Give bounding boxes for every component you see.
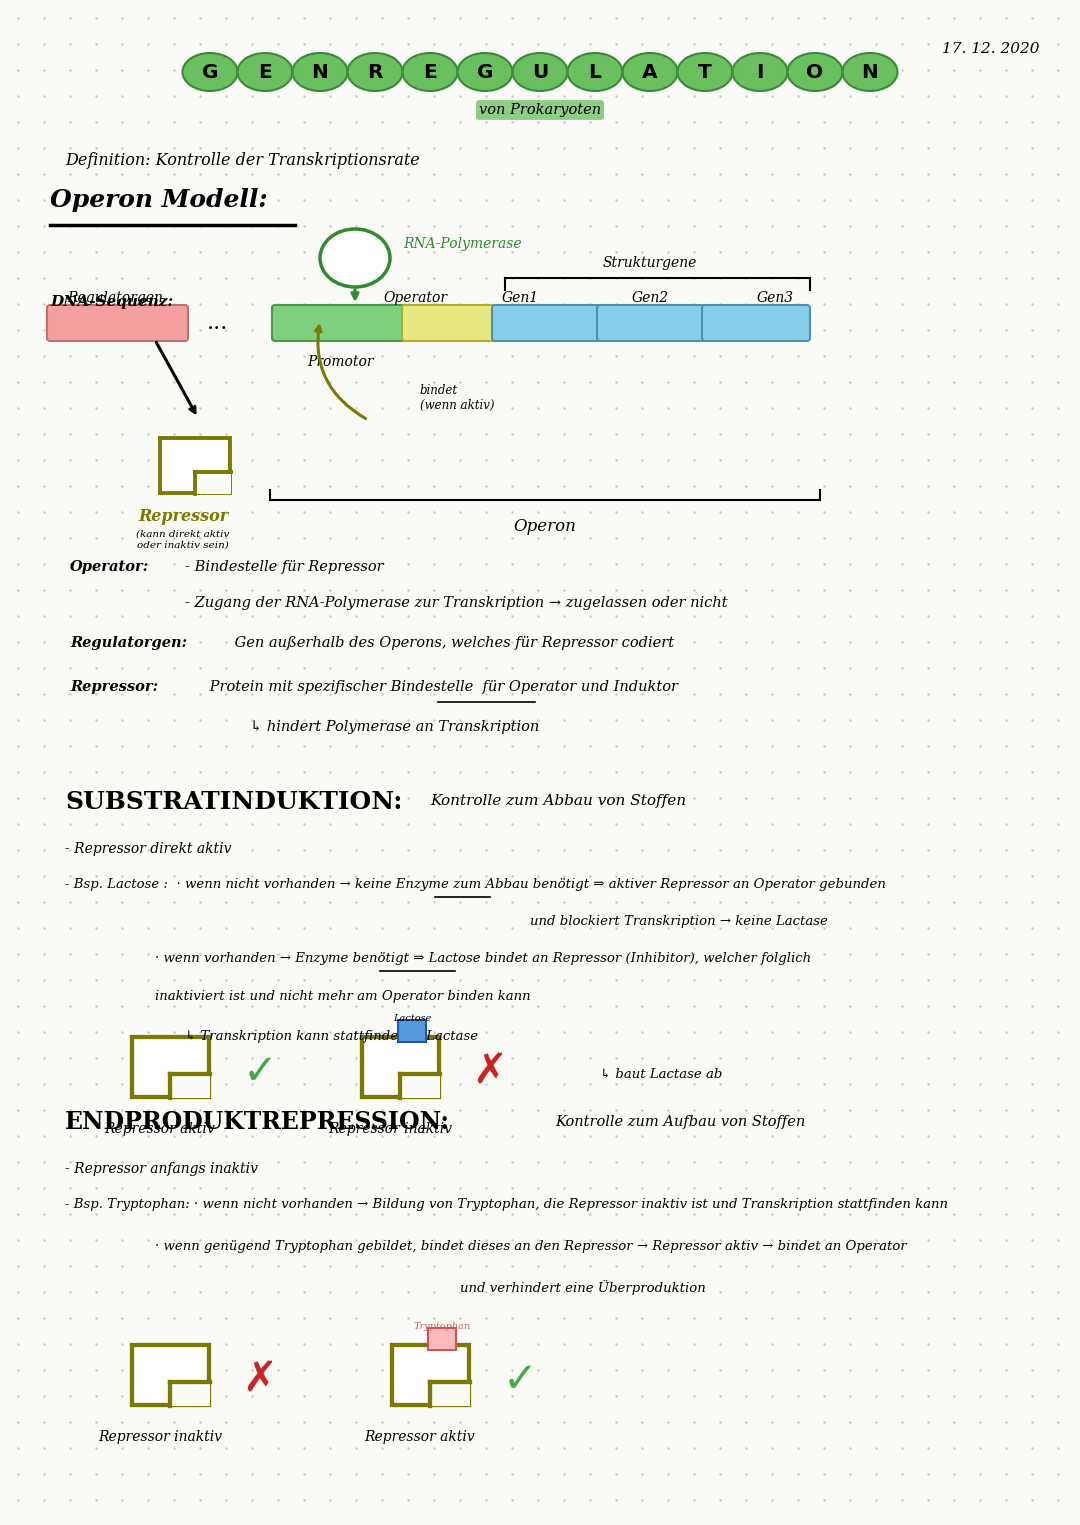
FancyBboxPatch shape <box>492 305 600 342</box>
Text: von Prokaryoten: von Prokaryoten <box>478 104 602 117</box>
Ellipse shape <box>348 53 403 92</box>
Text: Repressor aktiv: Repressor aktiv <box>105 1122 215 1136</box>
Text: (kann direkt aktiv
oder inaktiv sein): (kann direkt aktiv oder inaktiv sein) <box>136 531 230 549</box>
Text: SUBSTRATINDUKTION:: SUBSTRATINDUKTION: <box>65 790 403 814</box>
Text: ✗: ✗ <box>243 1359 278 1401</box>
FancyBboxPatch shape <box>272 305 408 342</box>
Text: - Bindestelle für Repressor: - Bindestelle für Repressor <box>185 560 383 573</box>
Text: Promotor: Promotor <box>307 355 374 369</box>
FancyBboxPatch shape <box>399 1020 426 1042</box>
Text: Tryptophan: Tryptophan <box>414 1322 471 1331</box>
Text: R: R <box>367 63 382 81</box>
Text: ↳ hindert Polymerase an Transkription: ↳ hindert Polymerase an Transkription <box>249 720 539 734</box>
FancyBboxPatch shape <box>428 1328 456 1350</box>
Text: - Bsp. Tryptophan: · wenn nicht vorhanden → Bildung von Tryptophan, die Represso: - Bsp. Tryptophan: · wenn nicht vorhande… <box>65 1199 948 1211</box>
Text: ↳ Transkription kann stattfinden → Lactase: ↳ Transkription kann stattfinden → Lacta… <box>185 1029 478 1043</box>
Text: und verhindert eine Überproduktion: und verhindert eine Überproduktion <box>460 1279 705 1295</box>
Ellipse shape <box>458 53 513 92</box>
Text: ↳ baut Lactase ab: ↳ baut Lactase ab <box>600 1068 723 1081</box>
Text: Regulatorgen: Regulatorgen <box>67 291 163 305</box>
FancyBboxPatch shape <box>132 1345 208 1406</box>
FancyBboxPatch shape <box>170 1074 210 1098</box>
FancyBboxPatch shape <box>402 305 498 342</box>
FancyBboxPatch shape <box>362 1037 438 1098</box>
FancyBboxPatch shape <box>195 473 231 494</box>
Text: N: N <box>311 63 328 81</box>
Text: - Zugang der RNA-Polymerase zur Transkription → zugelassen oder nicht: - Zugang der RNA-Polymerase zur Transkri… <box>185 596 728 610</box>
Text: A: A <box>643 63 658 81</box>
Text: inaktiviert ist und nicht mehr am Operator binden kann: inaktiviert ist und nicht mehr am Operat… <box>156 990 530 1003</box>
Ellipse shape <box>403 53 458 92</box>
Text: Repressor inaktiv: Repressor inaktiv <box>328 1122 453 1136</box>
Text: T: T <box>698 63 712 81</box>
Text: ✓: ✓ <box>502 1359 538 1401</box>
Text: E: E <box>258 63 272 81</box>
Ellipse shape <box>183 53 238 92</box>
Ellipse shape <box>513 53 567 92</box>
Text: - Repressor direkt aktiv: - Repressor direkt aktiv <box>65 842 231 856</box>
Text: Repressor:: Repressor: <box>70 680 158 694</box>
Text: Gen2: Gen2 <box>632 291 669 305</box>
FancyBboxPatch shape <box>170 1382 210 1406</box>
Text: Repressor: Repressor <box>138 508 228 525</box>
Text: Kontrolle zum Aufbau von Stoffen: Kontrolle zum Aufbau von Stoffen <box>555 1115 806 1128</box>
Text: Kontrolle zum Abbau von Stoffen: Kontrolle zum Abbau von Stoffen <box>430 795 686 808</box>
Ellipse shape <box>238 53 293 92</box>
Ellipse shape <box>787 53 842 92</box>
Text: N: N <box>862 63 878 81</box>
Text: Operator: Operator <box>383 291 447 305</box>
Text: Repressor inaktiv: Repressor inaktiv <box>98 1430 222 1444</box>
Text: L: L <box>589 63 602 81</box>
Text: I: I <box>756 63 764 81</box>
Text: Operon: Operon <box>514 518 577 535</box>
Text: - Repressor anfangs inaktiv: - Repressor anfangs inaktiv <box>65 1162 258 1176</box>
Text: ...: ... <box>207 313 229 334</box>
Ellipse shape <box>293 53 348 92</box>
Ellipse shape <box>732 53 787 92</box>
Text: Repressor aktiv: Repressor aktiv <box>365 1430 475 1444</box>
Text: U: U <box>531 63 549 81</box>
Text: Strukturgene: Strukturgene <box>603 256 698 270</box>
Text: O: O <box>807 63 824 81</box>
Text: Lactose: Lactose <box>393 1014 431 1023</box>
Ellipse shape <box>842 53 897 92</box>
Text: ✓: ✓ <box>243 1051 278 1093</box>
FancyBboxPatch shape <box>160 438 230 493</box>
Text: Regulatorgen:: Regulatorgen: <box>70 636 187 650</box>
FancyBboxPatch shape <box>702 305 810 342</box>
Text: bindet
(wenn aktiv): bindet (wenn aktiv) <box>420 384 495 412</box>
Text: Gen außerhalb des Operons, welches für Repressor codiert: Gen außerhalb des Operons, welches für R… <box>230 636 674 650</box>
FancyBboxPatch shape <box>132 1037 208 1098</box>
Text: Gen1: Gen1 <box>501 291 539 305</box>
Ellipse shape <box>622 53 677 92</box>
FancyBboxPatch shape <box>391 1345 469 1406</box>
Text: · wenn genügend Tryptophan gebildet, bindet dieses an den Repressor → Repressor : · wenn genügend Tryptophan gebildet, bin… <box>156 1240 907 1254</box>
Text: - Bsp. Lactose :  · wenn nicht vorhanden → keine Enzyme zum Abbau benötigt ⇒ akt: - Bsp. Lactose : · wenn nicht vorhanden … <box>65 878 886 891</box>
Ellipse shape <box>320 229 390 287</box>
Text: E: E <box>423 63 437 81</box>
Text: Operon Modell:: Operon Modell: <box>50 188 268 212</box>
FancyBboxPatch shape <box>430 1382 470 1406</box>
Text: G: G <box>202 63 218 81</box>
FancyBboxPatch shape <box>597 305 705 342</box>
Text: ENDPRODUKTREPRESSION:: ENDPRODUKTREPRESSION: <box>65 1110 450 1135</box>
Ellipse shape <box>567 53 622 92</box>
Text: Operator:: Operator: <box>70 560 149 573</box>
Text: und blockiert Transkription → keine Lactase: und blockiert Transkription → keine Lact… <box>530 915 828 929</box>
Text: · wenn vorhanden → Enzyme benötigt ⇒ Lactose bindet an Repressor (Inhibitor), we: · wenn vorhanden → Enzyme benötigt ⇒ Lac… <box>156 952 811 965</box>
Text: DNA-Sequenz:: DNA-Sequenz: <box>50 294 173 310</box>
Text: G: G <box>476 63 494 81</box>
FancyBboxPatch shape <box>400 1074 440 1098</box>
Text: Protein mit spezifischer Bindestelle  für Operator und Induktor: Protein mit spezifischer Bindestelle für… <box>205 680 678 694</box>
FancyBboxPatch shape <box>48 305 188 342</box>
Text: ✗: ✗ <box>473 1051 508 1093</box>
Text: 17. 12. 2020: 17. 12. 2020 <box>943 43 1040 56</box>
Ellipse shape <box>677 53 732 92</box>
Text: RNA-Polymerase: RNA-Polymerase <box>403 236 522 252</box>
Text: Definition: Kontrolle der Transkriptionsrate: Definition: Kontrolle der Transkriptions… <box>65 152 420 169</box>
Text: Gen3: Gen3 <box>756 291 794 305</box>
